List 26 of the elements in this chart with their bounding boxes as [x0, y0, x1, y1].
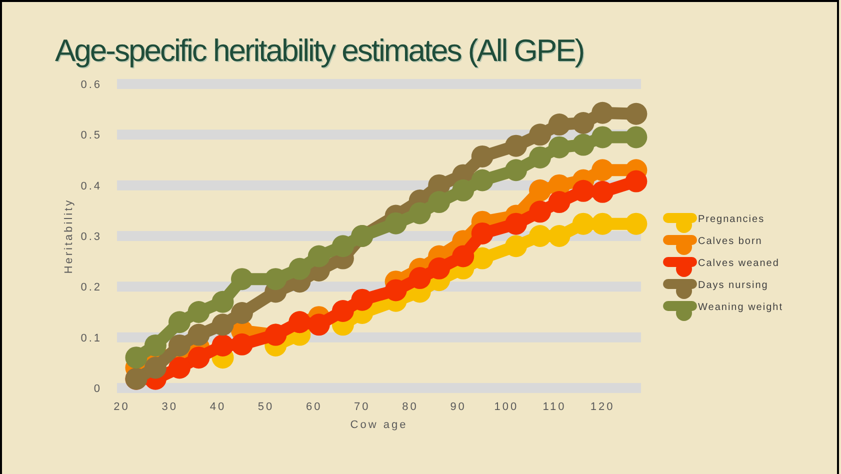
x-tick-label: 40: [210, 401, 226, 413]
legend-label: Calves born: [698, 236, 762, 247]
chart-title: Age-specific heritability estimates (All GPE): [56, 34, 585, 69]
legend-label: Weaning weight: [698, 302, 783, 313]
y-tick-label: 0.1: [80, 332, 102, 344]
y-tick-label: 0.2: [80, 282, 102, 294]
x-tick-label: 20: [114, 401, 130, 413]
x-tick-label: 60: [306, 401, 322, 413]
x-tick-label: 100: [494, 401, 519, 413]
legend-label: Days nursing: [698, 280, 768, 291]
x-tick-label: 80: [402, 401, 418, 413]
y-tick-label: 0.3: [80, 231, 102, 243]
y-tick-label: 0: [94, 383, 102, 395]
x-tick-label: 70: [354, 401, 370, 413]
x-axis-title: Cow age: [350, 419, 408, 431]
y-tick-label: 0.6: [80, 79, 102, 91]
x-tick-label: 120: [590, 401, 615, 413]
x-tick-label: 90: [450, 401, 466, 413]
y-axis-title: Heritability: [63, 198, 75, 274]
x-tick-label: 50: [258, 401, 274, 413]
y-tick-label: 0.4: [80, 180, 102, 192]
x-tick-label: 30: [162, 401, 178, 413]
legend-label: Pregnancies: [698, 214, 765, 225]
legend-label: Calves weaned: [698, 258, 780, 269]
x-tick-label: 110: [542, 401, 566, 413]
y-tick-label: 0.5: [80, 130, 102, 142]
